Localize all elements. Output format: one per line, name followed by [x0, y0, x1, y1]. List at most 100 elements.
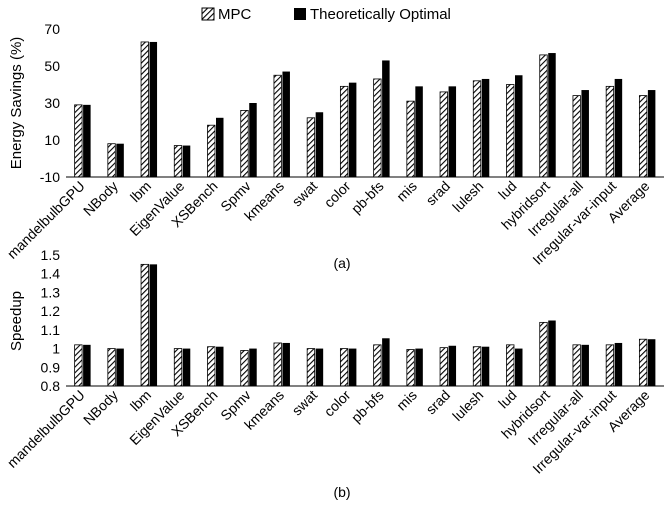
category-label: lulesh — [449, 387, 486, 424]
bar-mpc — [240, 110, 249, 178]
bar-optimal — [647, 339, 656, 386]
bar-optimal — [515, 75, 523, 177]
caption-b: (b) — [333, 484, 350, 500]
y-tick-labels-b: 0.8 0.9 1 1.1 1.2 1.3 1.4 1.5 — [41, 247, 61, 394]
bar-optimal — [548, 53, 556, 177]
bar-optimal — [83, 344, 91, 386]
bar-mpc — [605, 85, 615, 178]
category-label: lbm — [127, 178, 154, 205]
bars-a — [74, 41, 656, 178]
bar-optimal — [581, 90, 589, 177]
bar-mpc — [240, 350, 249, 387]
bar-mpc — [74, 104, 83, 178]
category-label: pb-bfs — [348, 387, 387, 426]
bar-mpc — [539, 321, 548, 387]
bar-optimal — [647, 90, 656, 177]
bar-optimal — [448, 86, 457, 177]
bar-optimal — [415, 348, 423, 386]
category-label: NBody — [80, 387, 121, 428]
bar-mpc — [273, 342, 282, 387]
bar-mpc — [472, 80, 482, 178]
category-label: lulesh — [449, 178, 486, 215]
y-tick-label: 1.4 — [41, 266, 61, 282]
bar-mpc — [173, 348, 183, 387]
category-label: mandelbulbGPU — [4, 387, 88, 471]
y-tick-label: 30 — [44, 95, 60, 111]
bar-mpc — [373, 78, 382, 178]
chart-panel-b: Speedup 0.8 0.9 1 1.1 1.2 1.3 1.4 1.5 mandelbul… — [4, 247, 664, 500]
bar-optimal — [481, 78, 490, 177]
category-label: mis — [393, 387, 420, 414]
bar-optimal — [116, 143, 124, 177]
bar-optimal — [614, 78, 623, 177]
y-tick-label: 1 — [52, 341, 60, 357]
category-label: lbm — [127, 387, 154, 414]
bar-mpc — [140, 263, 149, 387]
bar-mpc — [140, 41, 149, 178]
bar-optimal — [182, 348, 191, 386]
legend-label-optimal: Theoretically Optimal — [310, 6, 451, 23]
bar-optimal — [315, 112, 324, 177]
bar-mpc — [207, 124, 216, 178]
bar-optimal — [249, 103, 257, 177]
bar-optimal — [149, 41, 158, 178]
bar-mpc — [439, 91, 448, 178]
bar-optimal — [581, 344, 589, 386]
bar-optimal — [216, 117, 224, 177]
bar-optimal — [448, 345, 457, 386]
bar-optimal — [282, 342, 290, 386]
bar-mpc — [506, 84, 515, 178]
category-label: NBody — [80, 178, 121, 219]
legend-label-mpc: MPC — [218, 6, 252, 23]
bar-optimal — [282, 71, 290, 177]
y-axis-label-a: Energy Savings (%) — [8, 37, 25, 170]
category-label: mis — [393, 178, 420, 205]
y-tick-label: -10 — [40, 169, 60, 185]
bar-mpc — [539, 54, 548, 178]
y-tick-label: 0.8 — [41, 378, 61, 394]
category-label: lud — [495, 387, 520, 412]
bar-optimal — [182, 145, 191, 177]
bar-mpc — [572, 95, 581, 178]
y-tick-label: 1.1 — [41, 322, 61, 338]
bar-mpc — [506, 344, 515, 387]
bar-optimal — [348, 82, 357, 177]
y-tick-label: 70 — [44, 21, 60, 37]
bar-mpc — [273, 74, 282, 178]
y-tick-label: 0.9 — [41, 359, 61, 375]
y-tick-label: 50 — [44, 58, 60, 74]
bar-mpc — [339, 348, 349, 387]
bar-optimal — [415, 86, 423, 177]
y-axis-label-b: Speedup — [8, 291, 25, 351]
bar-optimal — [515, 348, 523, 386]
bar-optimal — [548, 320, 556, 386]
legend: MPC Theoretically Optimal — [201, 6, 451, 23]
bar-mpc — [472, 346, 482, 387]
bar-mpc — [207, 346, 216, 387]
bar-mpc — [306, 117, 316, 178]
bar-optimal — [116, 348, 124, 386]
bar-mpc — [107, 348, 116, 387]
bar-mpc — [572, 344, 581, 387]
bar-optimal — [249, 348, 257, 386]
bar-mpc — [605, 344, 615, 387]
bar-optimal — [614, 342, 623, 386]
bar-optimal — [382, 338, 390, 386]
category-label: lud — [495, 178, 520, 203]
bar-mpc — [638, 95, 648, 178]
bar-mpc — [74, 344, 83, 387]
bar-mpc — [406, 349, 415, 387]
bar-mpc — [406, 100, 415, 178]
bar-optimal — [315, 348, 324, 386]
bar-optimal — [149, 264, 158, 386]
bar-mpc — [373, 344, 382, 387]
bar-optimal — [83, 104, 91, 177]
bar-optimal — [382, 60, 390, 178]
bar-optimal — [348, 348, 357, 386]
y-tick-label: 10 — [44, 132, 60, 148]
bar-optimal — [481, 346, 490, 386]
y-tick-labels-a: -10 10 30 50 70 — [40, 21, 60, 185]
